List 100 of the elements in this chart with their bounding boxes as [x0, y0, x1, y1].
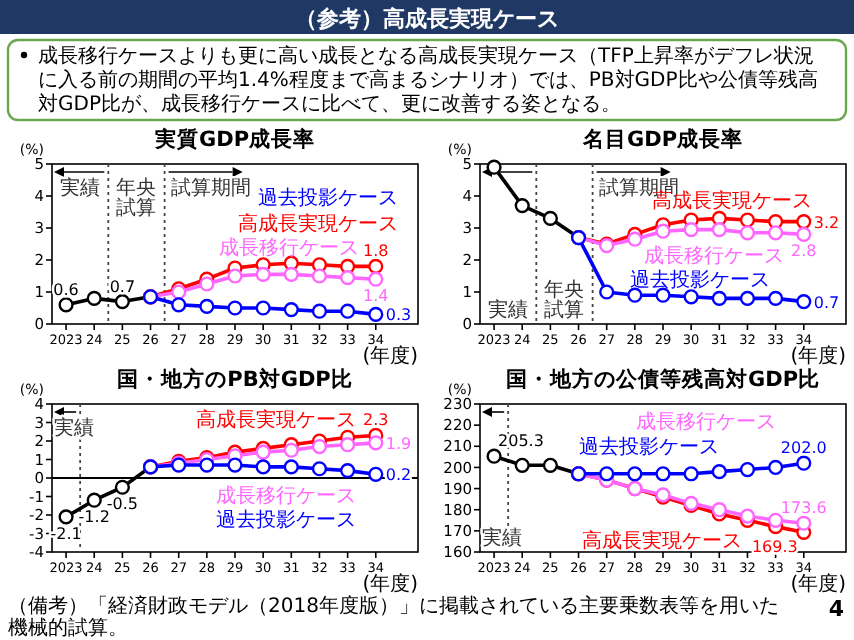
text: （参考）高成長実現ケース [295, 6, 559, 32]
point [542, 457, 558, 473]
annotation: 実績 [54, 416, 94, 440]
data-label: 1.8 [363, 242, 389, 261]
point [768, 225, 784, 241]
point [542, 210, 558, 226]
point [227, 457, 243, 473]
text: 成長移行ケースよりも更に高い成長となる高成長実現ケース（TFP上昇率がデフレ状況に入る前の期間の平均1.4%程度まで高まるシナリオ）では、PB対GDP比や公債等残高対GDP比が、成長移行ケースに比べて、更に改善する姿となる。 [38, 44, 818, 116]
point [227, 268, 243, 284]
point [599, 284, 615, 300]
data-label: 0.3 [385, 306, 412, 325]
point [796, 455, 812, 471]
annotation: 年央試算 [116, 176, 157, 220]
point [627, 231, 643, 247]
point [796, 214, 812, 230]
point [114, 479, 130, 495]
point [255, 459, 271, 475]
annotation: 実績 [488, 298, 529, 322]
point [311, 268, 328, 284]
point [683, 289, 699, 305]
point [199, 457, 215, 473]
data-label: 0.6 [53, 280, 79, 299]
point [311, 438, 328, 455]
point [86, 290, 102, 306]
point [739, 212, 756, 228]
x-axis-title: (年度) [790, 572, 847, 596]
point [739, 290, 756, 306]
point [768, 290, 784, 306]
data-label: 2.8 [791, 242, 817, 261]
series-label: 高成長実現ケース [196, 408, 357, 433]
point [739, 225, 756, 241]
point [283, 459, 299, 475]
data-label: 173.6 [780, 499, 827, 518]
point [655, 466, 671, 482]
series-label: 成長移行ケース [644, 243, 785, 268]
point [514, 198, 530, 214]
point [486, 159, 502, 175]
series-label: 過去投影ケース [579, 434, 720, 459]
point [599, 466, 615, 482]
text: （備考）「経済財政モデル（2018年度版）」に掲載されている主要乗数表等を用いた機械的試算。 [8, 594, 779, 640]
data-label: 2.3 [363, 411, 389, 430]
annotation: 試算期間 [170, 176, 251, 200]
point [255, 300, 271, 316]
series-label: 過去投影ケース [216, 508, 357, 533]
point [514, 457, 530, 473]
point [283, 266, 299, 282]
point [796, 294, 812, 310]
series-label: 成長移行ケース [216, 484, 357, 509]
x-axis-title: (年度) [790, 344, 847, 368]
point [86, 492, 102, 508]
annotation: 実績 [60, 176, 101, 200]
annotation: 年央試算 [544, 278, 585, 322]
point [711, 290, 727, 306]
chart-title: 国・地方のPB対GDP比 [117, 366, 353, 392]
series-label: 成長移行ケース [218, 235, 359, 260]
x-axis-title: (年度) [362, 572, 419, 596]
data-label: 3.2 [813, 213, 840, 232]
point [255, 266, 271, 282]
point [768, 512, 784, 528]
point [768, 459, 784, 476]
data-label: 1.9 [385, 434, 412, 453]
point [655, 223, 671, 239]
point [368, 435, 384, 451]
point [683, 466, 699, 482]
series-label: 過去投影ケース [629, 267, 770, 292]
series-label: 高成長実現ケース [581, 528, 742, 553]
x-axis-title: (年度) [362, 344, 419, 368]
chart-title: 国・地方の公債等残高対GDP比 [505, 366, 821, 392]
annotation: 実績 [482, 526, 522, 550]
point [199, 276, 215, 292]
data-label: 205.3 [498, 432, 544, 451]
text: 成長移行ケース [635, 410, 776, 435]
point [58, 509, 74, 525]
point [683, 222, 699, 238]
text: 4 [828, 596, 845, 622]
point [311, 303, 328, 319]
point [58, 297, 74, 313]
point [739, 461, 756, 478]
point [114, 294, 130, 310]
point [171, 297, 187, 313]
point [340, 270, 356, 286]
point [796, 515, 812, 531]
point [368, 306, 384, 322]
point [283, 442, 299, 458]
point [368, 466, 384, 482]
point [627, 287, 643, 303]
data-label: 0.7 [813, 293, 840, 312]
point [711, 222, 727, 238]
point [627, 466, 643, 482]
point [368, 258, 384, 274]
point [711, 464, 727, 480]
data-label: 202.0 [780, 439, 827, 458]
point [283, 302, 299, 318]
point [368, 271, 384, 287]
point [796, 226, 812, 242]
point [340, 303, 356, 319]
point [340, 463, 356, 479]
data-label: -0.5 [106, 495, 138, 514]
chart-title: 実質GDP成長率 [152, 126, 316, 152]
data-label: -1.2 [78, 508, 110, 527]
